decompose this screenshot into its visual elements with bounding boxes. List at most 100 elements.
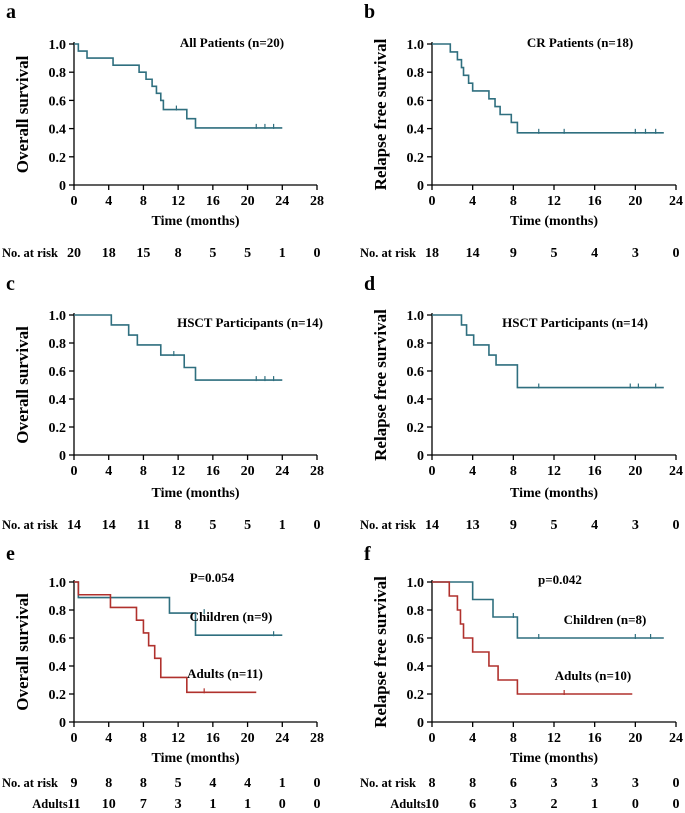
- risk-value: 6: [510, 776, 517, 791]
- y-tick-label: 0: [417, 179, 424, 194]
- risk-value: 9: [510, 518, 517, 533]
- risk-value: 1: [209, 797, 216, 812]
- risk-value: 1: [279, 518, 286, 533]
- survival-curve: [432, 581, 664, 639]
- y-axis-label: Relapse free survival: [371, 38, 390, 190]
- risk-value: 8: [105, 776, 112, 791]
- risk-value: 5: [209, 246, 216, 261]
- x-tick-label: 24: [275, 464, 289, 479]
- risk-value: 2: [551, 797, 558, 812]
- risk-value: 1: [279, 776, 286, 791]
- y-tick-label: 0.6: [49, 94, 67, 109]
- legend-label: Adults (n=11): [187, 666, 263, 681]
- y-tick-label: 0.4: [407, 660, 425, 675]
- x-tick-label: 20: [241, 731, 255, 746]
- y-tick-label: 1.0: [407, 576, 425, 591]
- risk-table-label: No. at risk: [2, 246, 58, 260]
- y-tick-label: 0.4: [49, 393, 67, 408]
- risk-value: 4: [209, 776, 216, 791]
- y-tick-label: 0.4: [49, 660, 67, 675]
- risk-value: 8: [429, 776, 436, 791]
- risk-value: 8: [175, 246, 182, 261]
- risk-row-label: Adults: [32, 797, 68, 811]
- x-tick-label: 24: [275, 731, 289, 746]
- survival-curve: [74, 581, 257, 694]
- risk-value: 3: [591, 776, 598, 791]
- risk-value: 5: [209, 518, 216, 533]
- survival-curve: [432, 43, 664, 134]
- risk-value: 18: [102, 246, 116, 261]
- panel-letter: b: [364, 1, 375, 23]
- x-tick-label: 12: [171, 194, 185, 209]
- x-tick-label: 16: [588, 731, 602, 746]
- y-tick-label: 0.8: [49, 337, 67, 352]
- risk-value: 14: [67, 518, 81, 533]
- risk-value: 5: [244, 246, 251, 261]
- y-tick-label: 1.0: [407, 309, 425, 324]
- y-tick-label: 0: [59, 179, 66, 194]
- x-axis-label: Time (months): [151, 486, 239, 501]
- x-tick-label: 20: [628, 464, 642, 479]
- risk-value: 11: [137, 518, 150, 533]
- risk-value: 3: [175, 797, 182, 812]
- risk-value: 8: [140, 776, 147, 791]
- y-tick-label: 0.8: [407, 604, 425, 619]
- y-tick-label: 0.2: [407, 421, 425, 436]
- risk-value: 14: [102, 518, 116, 533]
- risk-value: 0: [673, 246, 680, 261]
- panel-annotation: HSCT Participants (n=14): [502, 315, 648, 330]
- y-tick-label: 0.8: [49, 604, 67, 619]
- y-tick-label: 0.8: [407, 337, 425, 352]
- x-tick-label: 4: [105, 731, 112, 746]
- x-tick-label: 0: [71, 464, 78, 479]
- x-axis-label: Time (months): [151, 214, 239, 229]
- y-tick-label: 0.8: [49, 66, 67, 81]
- panel-letter: f: [364, 543, 371, 565]
- x-tick-label: 8: [510, 194, 517, 209]
- risk-value: 3: [510, 797, 517, 812]
- x-tick-label: 12: [171, 731, 185, 746]
- survival-curve: [74, 43, 283, 129]
- y-tick-label: 0.6: [49, 365, 67, 380]
- y-tick-label: 0.6: [49, 632, 67, 647]
- x-tick-label: 20: [628, 731, 642, 746]
- risk-value: 14: [425, 518, 439, 533]
- y-tick-label: 0.6: [407, 632, 425, 647]
- x-tick-label: 16: [206, 731, 220, 746]
- legend-label: Children (n=9): [190, 609, 273, 624]
- risk-value: 5: [551, 246, 558, 261]
- x-tick-label: 4: [105, 464, 112, 479]
- risk-value: 6: [469, 797, 476, 812]
- y-tick-label: 0.2: [49, 688, 67, 703]
- panel-letter: a: [6, 1, 16, 23]
- y-tick-label: 0: [417, 716, 424, 731]
- y-tick-label: 1.0: [49, 309, 67, 324]
- x-tick-label: 4: [469, 731, 476, 746]
- risk-value: 0: [673, 518, 680, 533]
- legend-label: Children (n=8): [564, 612, 647, 627]
- risk-row-label: Adults: [390, 797, 426, 811]
- risk-value: 10: [102, 797, 116, 812]
- x-tick-label: 0: [71, 194, 78, 209]
- x-tick-label: 12: [547, 464, 561, 479]
- panel-letter: d: [364, 273, 375, 295]
- y-tick-label: 1.0: [49, 38, 67, 53]
- risk-value: 11: [67, 797, 80, 812]
- risk-table-label: No. at risk: [2, 518, 58, 532]
- risk-value: 15: [136, 246, 150, 261]
- y-axis-label: Overall survival: [13, 55, 32, 173]
- risk-value: 13: [466, 518, 480, 533]
- risk-table-label: No. at risk: [360, 246, 416, 260]
- risk-value: 0: [673, 776, 680, 791]
- x-tick-label: 8: [140, 731, 147, 746]
- risk-value: 14: [466, 246, 480, 261]
- y-tick-label: 0.2: [407, 688, 425, 703]
- risk-value: 5: [551, 518, 558, 533]
- risk-value: 0: [632, 797, 639, 812]
- risk-value: 7: [140, 797, 147, 812]
- risk-value: 0: [673, 797, 680, 812]
- x-tick-label: 0: [71, 731, 78, 746]
- y-tick-label: 0.2: [407, 151, 425, 166]
- x-tick-label: 8: [140, 194, 147, 209]
